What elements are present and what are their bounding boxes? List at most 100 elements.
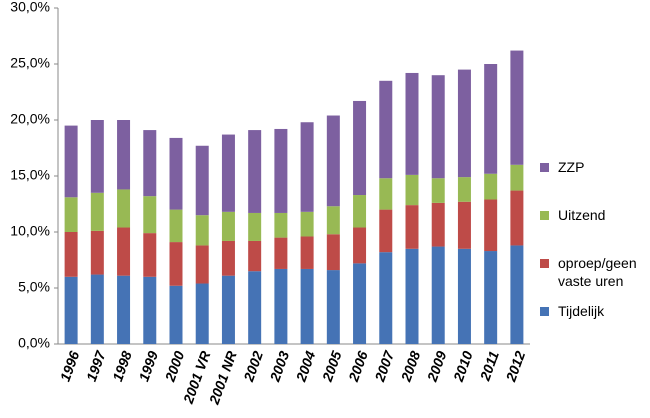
bar-segment <box>117 189 131 228</box>
y-tick-label: 25,0% <box>10 55 50 71</box>
y-tick-label: 30,0% <box>10 0 50 15</box>
bar-segment <box>405 174 419 206</box>
legend-swatch <box>540 211 549 220</box>
bar-segment <box>484 251 498 344</box>
bar-segment <box>90 120 104 193</box>
bar-segment <box>195 283 209 344</box>
bar-segment <box>169 242 183 286</box>
x-tick-label: 1998 <box>109 349 135 384</box>
bar-segment <box>326 270 340 344</box>
bar-segment <box>143 276 157 344</box>
bar-segment <box>143 196 157 234</box>
x-tick-label: 2011 <box>476 349 502 384</box>
x-tick-label: 2008 <box>397 349 423 385</box>
x-tick-label: 2002 <box>240 349 266 385</box>
x-tick-label: 1997 <box>83 348 109 384</box>
bar-segment <box>457 201 471 249</box>
bar-segment <box>326 234 340 271</box>
bar-segment <box>90 274 104 344</box>
bar-segment <box>274 237 288 269</box>
bar-segment <box>195 215 209 246</box>
x-tick-label: 2012 <box>502 349 528 385</box>
bar-segment <box>221 275 235 344</box>
bar-segment <box>248 212 262 241</box>
legend-item: ZZP <box>540 158 646 176</box>
legend-label: Tijdelijk <box>558 303 605 319</box>
x-tick-label: 2003 <box>266 349 292 385</box>
bar-segment <box>274 268 288 344</box>
bar-segment <box>379 209 393 253</box>
bar-segment <box>117 275 131 344</box>
legend-item: Uitzend <box>540 206 646 224</box>
bar-segment <box>90 192 104 231</box>
bar-segment <box>353 227 367 264</box>
bar-segment <box>457 248 471 344</box>
bar-segment <box>326 115 340 207</box>
bar-segment <box>405 248 419 344</box>
legend-swatch <box>540 259 549 268</box>
legend-item: Tijdelijk <box>540 302 646 320</box>
bar-segment <box>248 271 262 344</box>
y-tick-label: 10,0% <box>10 223 50 239</box>
bar-segment <box>64 232 78 277</box>
bar-segment <box>143 130 157 197</box>
bar-segment <box>510 50 524 165</box>
bar-segment <box>431 246 445 344</box>
bar-segment <box>195 145 209 216</box>
bar-segment <box>353 195 367 228</box>
x-tick-label: 2004 <box>292 349 318 385</box>
x-tick-label: 2005 <box>319 349 345 385</box>
bar-segment <box>169 209 183 243</box>
bar-segment <box>117 120 131 190</box>
y-tick-label: 0,0% <box>18 335 50 351</box>
bar-segment <box>195 245 209 284</box>
bar-segment <box>143 233 157 277</box>
legend-label: Uitzend <box>558 207 606 223</box>
bar-segment <box>431 202 445 247</box>
bar-segment <box>169 285 183 344</box>
legend-swatch <box>540 163 549 172</box>
bar-segment <box>457 69 471 178</box>
bar-segment <box>300 211 314 237</box>
bar-segment <box>379 178 393 210</box>
x-tick-label: 1996 <box>57 349 83 384</box>
bar-segment <box>457 177 471 202</box>
bar-segment <box>326 206 340 235</box>
bar-segment <box>64 125 78 198</box>
bar-segment <box>431 75 445 179</box>
x-tick-label: 2000 <box>161 349 187 385</box>
bar-segment <box>248 240 262 272</box>
legend-label: ZZP <box>558 159 585 175</box>
bar-segment <box>300 268 314 344</box>
bar-segment <box>274 212 288 238</box>
legend-label: oproep/geen vaste uren <box>558 255 637 289</box>
bar-segment <box>405 72 419 175</box>
bar-segment <box>221 211 235 241</box>
bar-segment <box>510 164 524 191</box>
y-tick-label: 15,0% <box>10 167 50 183</box>
bar-segment <box>510 245 524 344</box>
legend-swatch <box>540 307 549 316</box>
bar-segment <box>484 64 498 174</box>
bar-segment <box>484 199 498 252</box>
bar-segment <box>379 252 393 344</box>
bar-segment <box>379 80 393 179</box>
bar-segment <box>90 230 104 275</box>
bar-segment <box>300 236 314 269</box>
y-tick-label: 20,0% <box>10 111 50 127</box>
legend-item: oproep/geen vaste uren <box>540 254 646 290</box>
bar-segment <box>221 134 235 212</box>
bar-segment <box>510 190 524 246</box>
y-tick-label: 5,0% <box>18 279 50 295</box>
bar-segment <box>300 122 314 212</box>
bar-segment <box>117 227 131 276</box>
bar-segment <box>64 276 78 344</box>
bar-segment <box>64 197 78 232</box>
bar-segment <box>431 178 445 203</box>
bar-segment <box>221 240 235 276</box>
bar-segment <box>169 137 183 210</box>
x-tick-label: 2010 <box>450 349 476 385</box>
x-tick-label: 2009 <box>423 349 449 385</box>
bar-segment <box>274 128 288 213</box>
